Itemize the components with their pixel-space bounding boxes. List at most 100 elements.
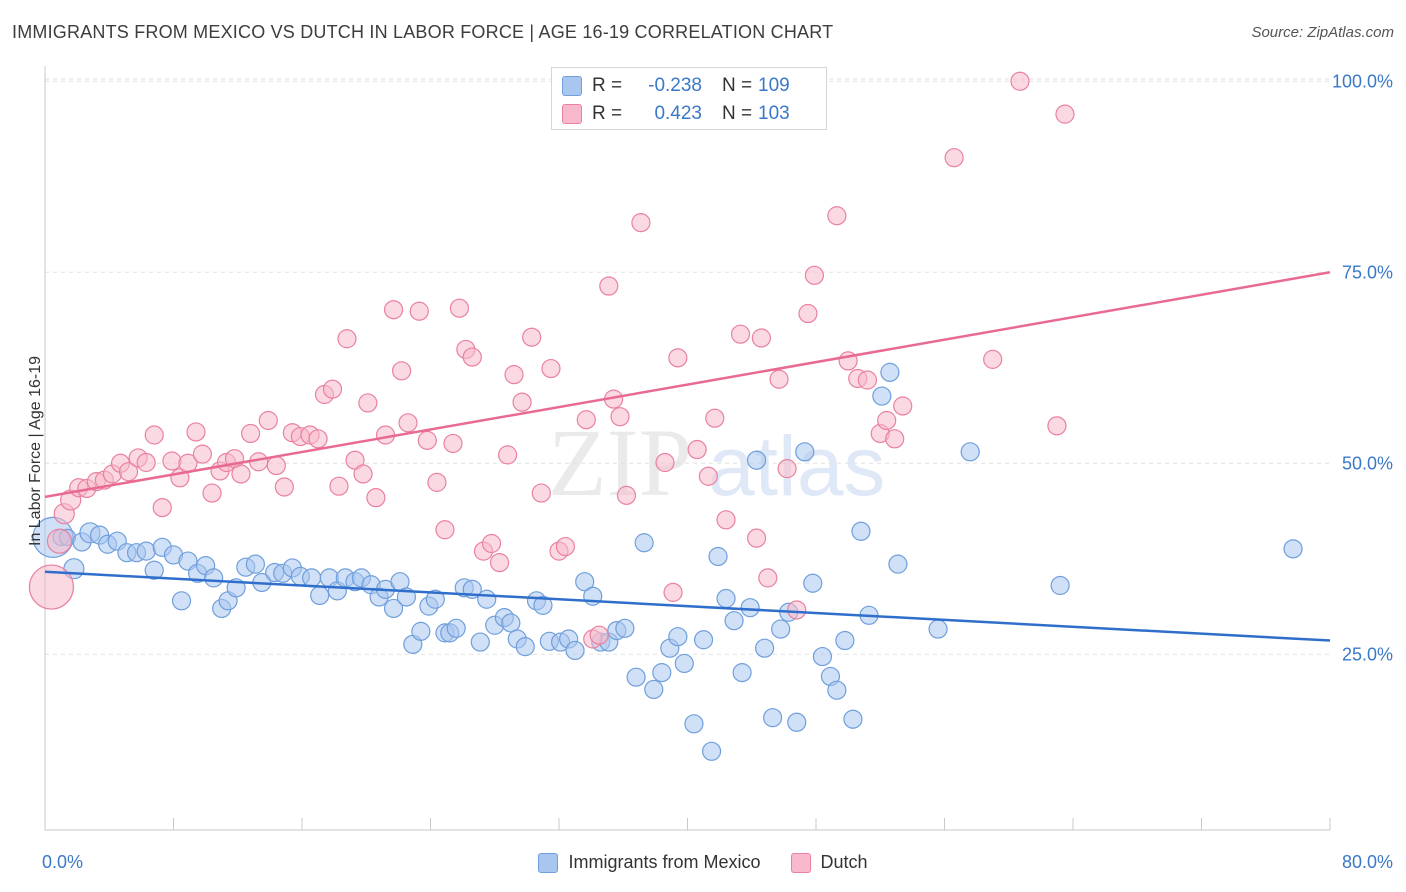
mexico-point — [674, 653, 694, 674]
x-tick-label: 80.0% — [1342, 852, 1393, 872]
mexico-point — [515, 637, 535, 657]
mexico-point — [835, 630, 855, 651]
mexico-point — [851, 521, 871, 541]
legend-item-mexico[interactable]: Immigrants from Mexico — [538, 852, 761, 873]
dutch-point — [576, 410, 596, 430]
dutch-point — [358, 393, 378, 413]
stats-legend: R = -0.238 N = 109 R = 0.423 N = 103 — [551, 67, 827, 130]
mexico-point — [746, 450, 767, 470]
mexico-point — [960, 442, 980, 462]
dutch-point — [231, 464, 251, 484]
dutch-point — [241, 423, 261, 444]
dutch-swatch-icon — [562, 104, 582, 124]
dutch-point — [329, 476, 349, 496]
mexico-point — [626, 667, 646, 687]
dutch-point — [705, 408, 725, 428]
dutch-point — [391, 361, 412, 381]
mexico-point — [171, 591, 192, 611]
dutch-point — [274, 477, 294, 497]
mexico-point — [812, 646, 833, 667]
dutch-point — [758, 568, 778, 588]
y-axis-label: In Labor Force | Age 16-19 — [27, 355, 44, 546]
mexico-point — [411, 621, 431, 641]
axes — [44, 66, 1331, 831]
data-points — [28, 71, 1303, 761]
dutch-point — [827, 206, 847, 226]
x-tick-label: 0.0% — [42, 852, 83, 872]
dutch-point — [944, 148, 964, 168]
mexico-point — [634, 533, 654, 553]
mexico-point — [740, 598, 760, 618]
mexico-swatch-icon — [562, 76, 582, 96]
mexico-point — [501, 613, 521, 633]
dutch-point — [857, 370, 878, 390]
mexico-point — [204, 568, 224, 588]
dutch-point — [798, 303, 818, 324]
dutch-point — [435, 520, 455, 540]
mexico-point — [1050, 575, 1070, 596]
dutch-point — [698, 466, 718, 486]
y-tick-label: 25.0% — [1342, 644, 1393, 664]
y-tick-label: 100.0% — [1332, 71, 1393, 91]
dutch-point — [893, 396, 913, 416]
mexico-point — [763, 708, 783, 728]
mexico-point — [470, 632, 490, 652]
mexico-point — [477, 589, 497, 609]
mexico-point — [843, 709, 863, 729]
dutch-point — [589, 625, 609, 645]
dutch-legend-swatch-icon — [790, 852, 811, 873]
mexico-point — [668, 627, 688, 647]
mexico-trend-line — [44, 570, 1331, 642]
dutch-point — [46, 528, 73, 554]
trend-lines — [44, 271, 1331, 642]
mexico-point — [771, 619, 791, 639]
dutch-point — [489, 552, 510, 573]
dutch-point — [716, 510, 736, 530]
dutch-point — [983, 349, 1003, 369]
n-label: N = — [722, 103, 753, 124]
dutch-point — [498, 445, 518, 465]
legend-item-dutch[interactable]: Dutch — [790, 852, 868, 873]
dutch-point — [555, 536, 576, 557]
dutch-point — [777, 459, 797, 479]
dutch-point — [769, 369, 789, 389]
dutch-point — [192, 444, 213, 464]
mexico-point — [1283, 539, 1303, 559]
dutch-point — [337, 329, 357, 349]
mexico-point — [615, 618, 635, 638]
dutch-point — [266, 455, 286, 476]
dutch-point — [1010, 71, 1030, 91]
mexico-point — [533, 595, 553, 615]
dutch-point — [152, 497, 172, 518]
dutch-point — [631, 213, 651, 233]
dutch-point — [144, 425, 164, 445]
r-value: 0.423 — [654, 103, 702, 124]
mexico-point — [716, 588, 736, 609]
dutch-points — [28, 71, 1075, 649]
n-value: 109 — [758, 75, 790, 96]
dutch-point — [531, 483, 551, 503]
dutch-point — [504, 365, 524, 385]
legend-label: Immigrants from Mexico — [568, 852, 761, 872]
stats-row-dutch: R = 0.423 N = 103 — [562, 101, 790, 127]
dutch-point — [751, 328, 771, 348]
mexico-point — [245, 554, 266, 574]
dutch-point — [449, 298, 470, 318]
stats-row-mexico: R = -0.238 N = 109 — [562, 73, 790, 99]
r-label: R = — [592, 75, 623, 96]
dutch-point — [202, 483, 222, 503]
dutch-point — [687, 439, 707, 460]
dutch-point — [443, 433, 463, 454]
mexico-point — [144, 560, 164, 580]
dutch-point — [383, 300, 404, 320]
dutch-point — [398, 413, 418, 433]
series-legend: Immigrants from Mexico Dutch — [0, 852, 1406, 873]
dutch-point — [787, 600, 807, 620]
mexico-point — [724, 611, 744, 631]
dutch-point — [655, 452, 675, 473]
dutch-point — [162, 451, 182, 471]
dutch-point — [522, 327, 542, 347]
mexico-point — [565, 640, 585, 661]
dutch-point — [118, 462, 139, 482]
